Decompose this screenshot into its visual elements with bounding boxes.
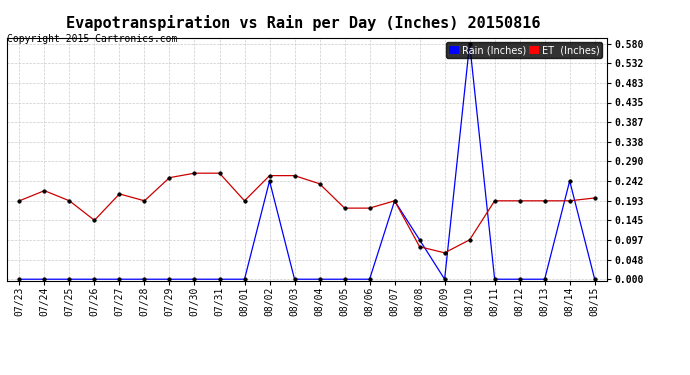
Text: Evapotranspiration vs Rain per Day (Inches) 20150816: Evapotranspiration vs Rain per Day (Inch… bbox=[66, 15, 541, 31]
Text: Copyright 2015 Cartronics.com: Copyright 2015 Cartronics.com bbox=[7, 34, 177, 44]
Legend: Rain (Inches), ET  (Inches): Rain (Inches), ET (Inches) bbox=[446, 42, 602, 58]
